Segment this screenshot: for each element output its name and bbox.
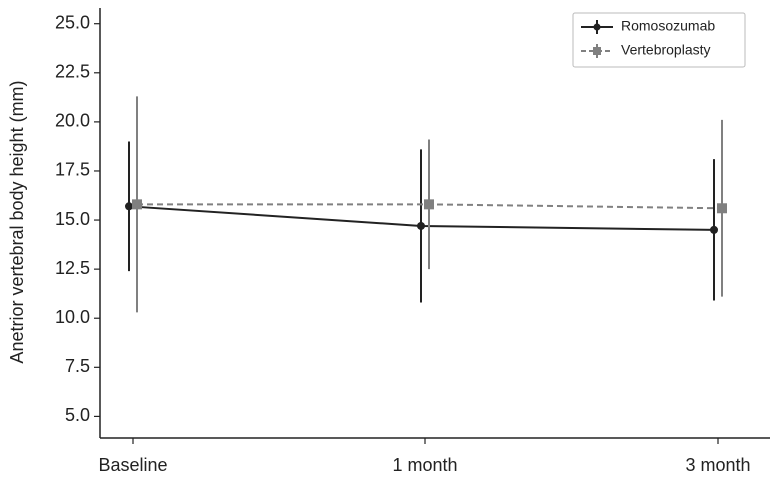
point [717, 203, 727, 214]
legend-marker [593, 47, 601, 55]
legend: Romosozumab Vertebroplasty [572, 12, 746, 68]
point [710, 225, 718, 234]
legend-label: Vertebroplasty [621, 42, 711, 58]
x-tick-label: Baseline [98, 455, 167, 475]
y-tick-label: 10.0 [55, 307, 90, 327]
point [132, 199, 142, 210]
y-axis-label: Anetrior vertebral body height (mm) [7, 80, 27, 363]
y-tick-label: 7.5 [65, 356, 90, 376]
point [417, 221, 425, 230]
legend-marker [593, 23, 601, 31]
legend-label: Romosozumab [621, 18, 715, 34]
point [424, 199, 434, 210]
x-tick-label: 1 month [392, 455, 457, 475]
y-tick-label: 5.0 [65, 405, 90, 425]
y-tick-label: 12.5 [55, 258, 90, 278]
legend-box [572, 12, 746, 68]
point [125, 202, 133, 211]
x-tick-label: 3 month [685, 455, 750, 475]
y-tick-label: 25.0 [55, 12, 90, 32]
y-tick-label: 22.5 [55, 62, 90, 82]
y-tick-label: 15.0 [55, 209, 90, 229]
y-tick-label: 17.5 [55, 160, 90, 180]
y-tick-label: 20.0 [55, 111, 90, 131]
